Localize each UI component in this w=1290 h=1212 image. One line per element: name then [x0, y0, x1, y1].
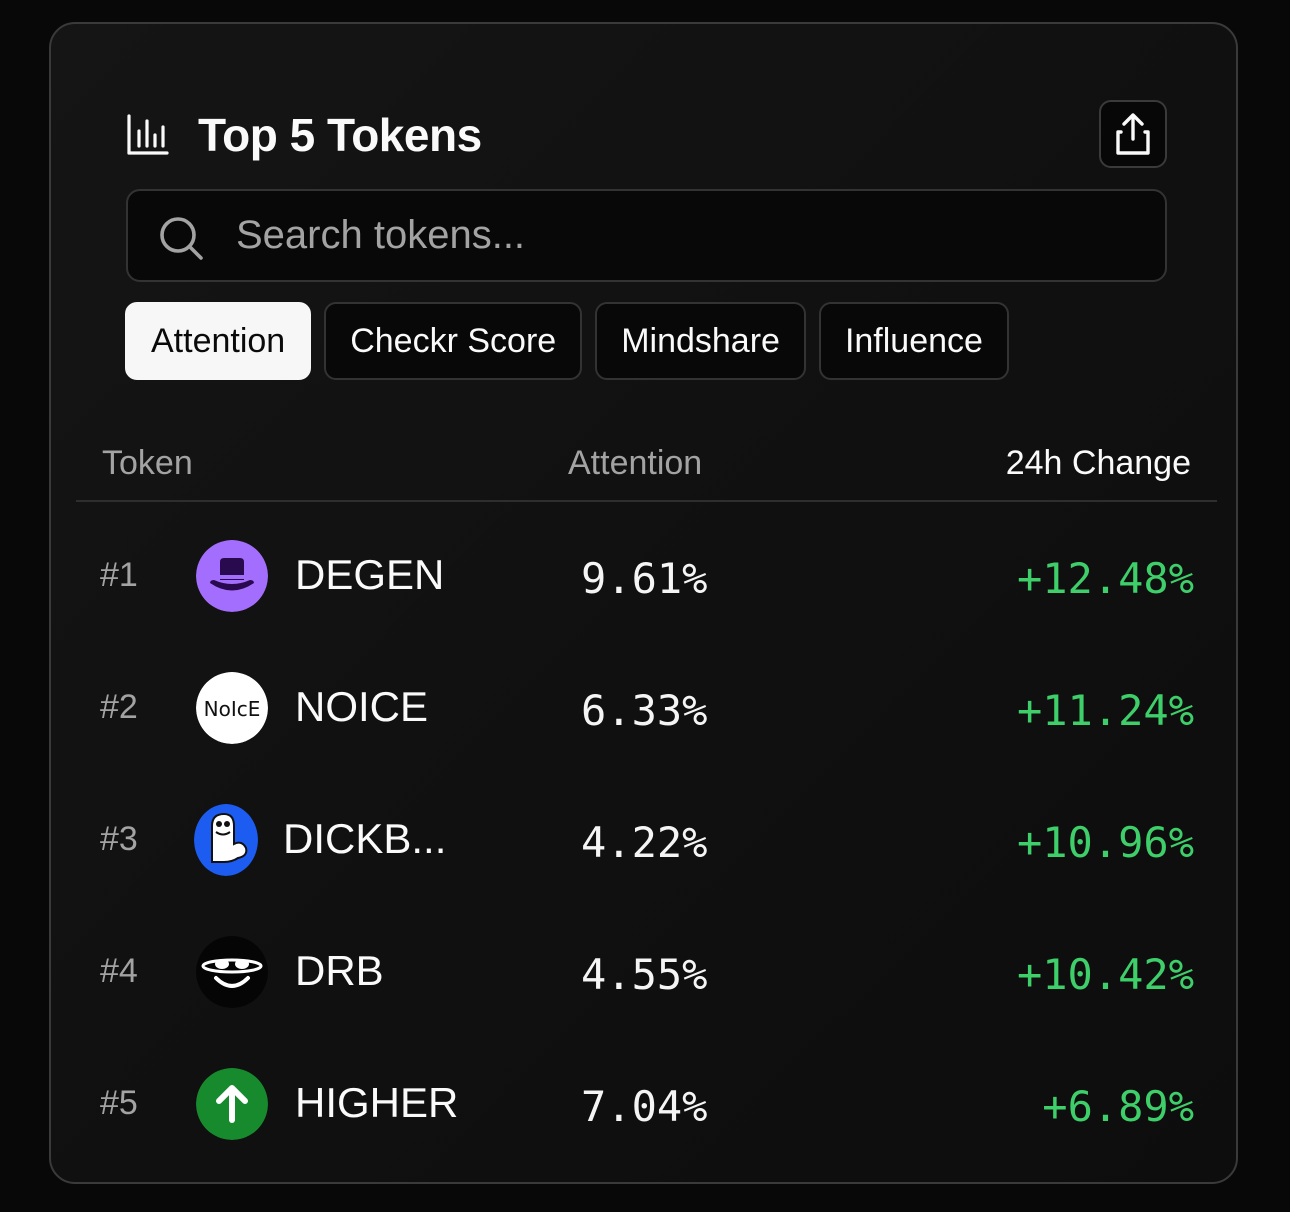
- column-header-attention[interactable]: Attention: [568, 444, 703, 482]
- table-row[interactable]: #5 HIGHER 7.04% +6.89%: [76, 1037, 1217, 1169]
- top-hat-icon: [196, 540, 268, 612]
- change-value: +11.24%: [1016, 686, 1194, 735]
- card-header: Top 5 Tokens: [126, 100, 1167, 176]
- change-value: +10.42%: [1016, 950, 1194, 999]
- table-row[interactable]: #1 DEGEN 9.61% +12.48%: [76, 509, 1217, 641]
- token-rank: #5: [100, 1084, 138, 1122]
- card-title: Top 5 Tokens: [198, 109, 482, 161]
- attention-value: 4.22%: [581, 818, 708, 867]
- share-icon: [1116, 113, 1150, 155]
- tab-attention[interactable]: Attention: [125, 302, 312, 380]
- change-value: +10.96%: [1016, 818, 1194, 867]
- attention-value: 4.55%: [581, 950, 708, 999]
- token-rank: #1: [100, 556, 138, 594]
- token-rank: #2: [100, 688, 138, 726]
- metric-tabs: Attention Checkr Score Mindshare Influen…: [125, 302, 1009, 380]
- change-value: +6.89%: [1042, 1082, 1194, 1131]
- dickbutt-icon: [194, 804, 258, 876]
- table-header: Token Attention 24h Change: [76, 432, 1217, 502]
- token-symbol: HIGHER: [295, 1079, 459, 1126]
- token-symbol: DICKB...: [283, 815, 447, 862]
- column-header-24h-change[interactable]: 24h Change: [1005, 444, 1191, 482]
- token-symbol: DEGEN: [295, 551, 445, 598]
- tab-mindshare[interactable]: Mindshare: [595, 302, 806, 380]
- attention-value: 9.61%: [581, 554, 708, 603]
- noice-logo: NoIcE: [196, 672, 268, 744]
- share-button[interactable]: [1099, 100, 1167, 168]
- top-tokens-card: Top 5 Tokens Attention Checkr Score Mind…: [49, 22, 1238, 1184]
- arrow-up-icon: [196, 1068, 268, 1140]
- attention-value: 6.33%: [581, 686, 708, 735]
- smiley-planet-icon: [196, 936, 268, 1008]
- token-symbol: NOICE: [295, 683, 429, 730]
- token-symbol: DRB: [295, 947, 384, 994]
- noice-logo-text: NoIcE: [204, 697, 261, 721]
- tab-checkr-score[interactable]: Checkr Score: [324, 302, 583, 380]
- attention-value: 7.04%: [581, 1082, 708, 1131]
- table-row[interactable]: #2 NoIcE NOICE 6.33% +11.24%: [76, 641, 1217, 773]
- bar-chart-icon: [127, 114, 169, 155]
- tab-influence[interactable]: Influence: [818, 302, 1009, 380]
- table-row[interactable]: #3 DICKB... 4.22% +10.96%: [76, 773, 1217, 905]
- search-box[interactable]: [126, 189, 1167, 282]
- search-icon: [160, 217, 203, 260]
- table-row[interactable]: #4 DRB 4.55% +10.42%: [76, 905, 1217, 1037]
- search-input[interactable]: [236, 191, 1136, 280]
- token-rank: #4: [100, 952, 138, 990]
- change-value: +12.48%: [1016, 554, 1194, 603]
- column-header-token[interactable]: Token: [102, 444, 193, 482]
- token-rank: #3: [100, 820, 138, 858]
